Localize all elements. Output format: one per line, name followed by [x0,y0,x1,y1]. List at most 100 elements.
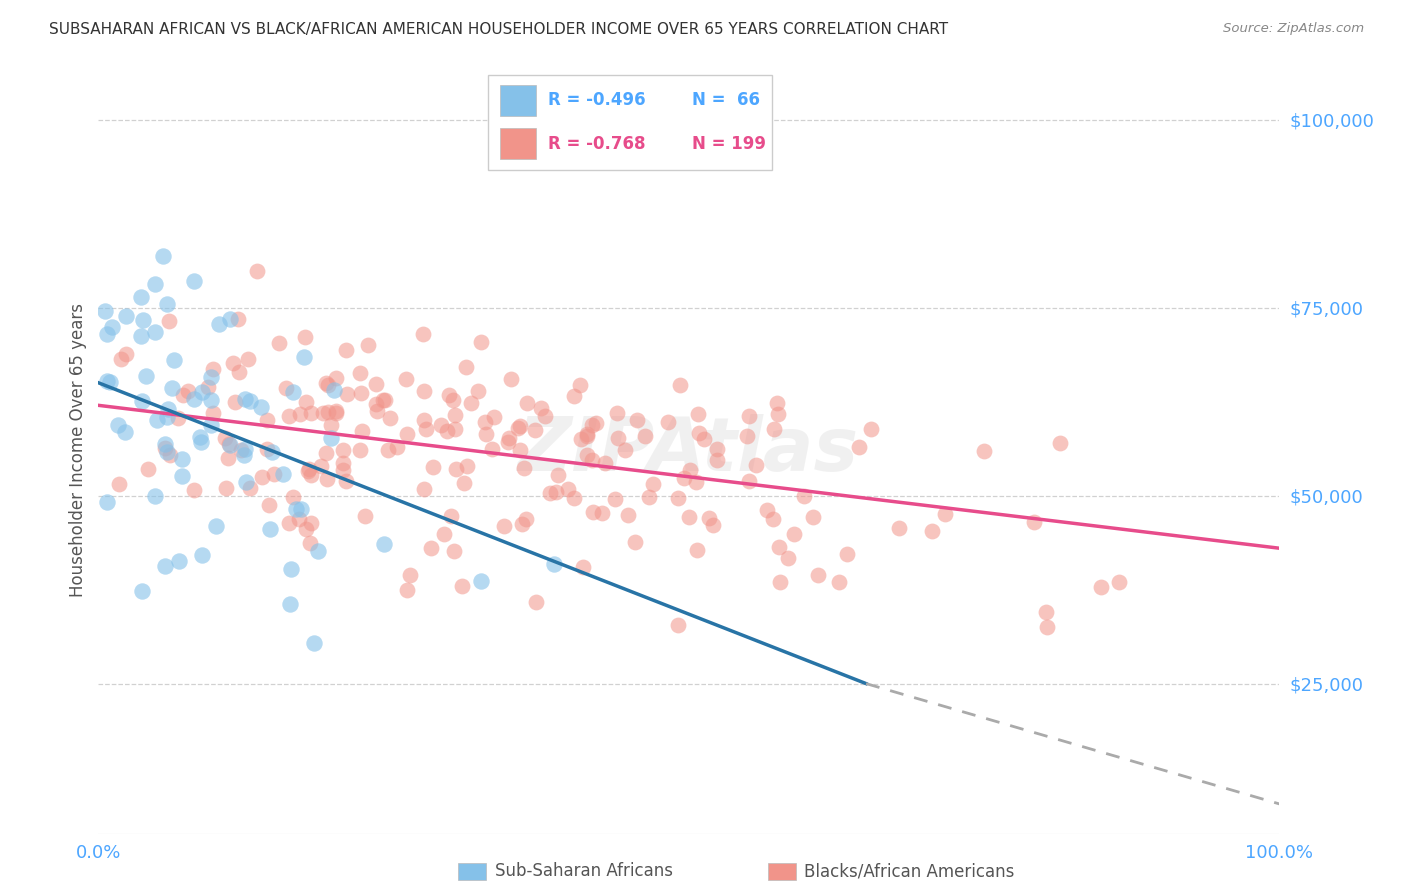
Point [436,424,458,438]
Point [214,431,236,445]
Point [288,511,311,525]
Point [738,409,761,424]
Point [702,518,724,533]
Point [396,583,419,598]
Point [156,297,179,311]
Point [290,502,312,516]
Point [143,277,166,292]
Point [94,303,117,318]
Point [200,418,222,433]
Point [623,535,645,549]
Point [766,396,789,410]
Point [467,384,489,398]
Point [129,329,152,343]
Point [638,491,661,505]
Point [215,481,238,495]
Point [706,452,728,467]
Point [177,384,200,398]
Point [160,381,183,395]
Point [364,397,387,411]
Point [524,423,547,437]
Point [606,432,628,446]
Point [1035,605,1057,619]
Point [848,440,870,454]
Point [575,428,598,442]
Point [547,467,569,482]
Point [373,537,395,551]
Point [575,427,598,442]
Point [835,547,858,561]
Point [470,334,492,349]
Point [349,367,371,381]
Point [257,498,280,512]
Point [776,551,799,566]
Point [934,507,956,521]
Point [143,489,166,503]
Point [679,463,702,477]
Point [249,401,271,415]
Point [208,317,231,331]
Point [153,558,176,573]
Point [269,336,291,351]
Point [138,462,160,476]
Point [200,392,222,407]
Point [239,394,262,409]
Point [159,448,181,462]
Point [509,419,531,434]
Point [581,417,603,432]
Point [217,450,239,465]
Point [252,470,274,484]
Point [96,374,118,388]
Point [233,392,256,406]
Point [568,377,591,392]
Point [738,474,761,488]
Point [921,524,943,538]
Point [152,249,174,263]
Text: SUBSAHARAN AFRICAN VS BLACK/AFRICAN AMERICAN HOUSEHOLDER INCOME OVER 65 YEARS CO: SUBSAHARAN AFRICAN VS BLACK/AFRICAN AMER… [49,22,948,37]
Point [745,458,768,473]
Point [591,507,613,521]
Point [294,394,316,409]
Point [256,442,278,457]
Point [412,482,434,496]
Point [768,540,790,554]
Point [332,456,354,470]
Point [336,387,359,401]
Point [218,437,240,451]
Point [309,458,332,473]
Point [156,410,179,425]
Point [1049,435,1071,450]
Point [319,417,342,432]
Point [569,432,592,446]
Point [295,522,318,536]
Point [201,406,224,420]
Point [114,425,136,439]
Point [292,350,315,364]
Point [513,461,536,475]
Point [170,451,193,466]
Point [398,567,420,582]
Point [332,443,354,458]
Point [755,503,778,517]
Point [562,491,585,506]
Point [515,512,537,526]
Point [492,519,515,533]
Point [155,437,177,451]
Point [246,264,269,278]
Point [183,392,205,406]
Point [335,343,357,358]
Point [188,430,211,444]
Point [530,401,553,415]
Point [350,386,373,401]
Point [129,289,152,303]
Point [229,443,252,458]
Point [277,409,299,423]
Point [1108,574,1130,589]
Point [807,568,830,582]
Point [299,467,322,482]
Point [385,440,408,454]
Point [357,338,380,352]
Point [228,365,250,379]
Point [496,434,519,449]
Point [735,428,758,442]
